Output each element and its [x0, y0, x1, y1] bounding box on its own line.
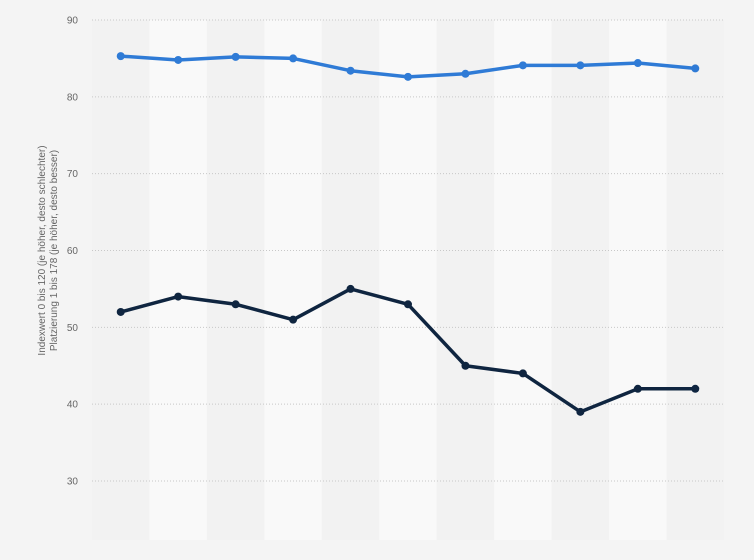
y-tick-label: 40 — [67, 400, 79, 411]
data-point-series-2[interactable] — [576, 407, 585, 416]
background-band — [551, 20, 610, 540]
background-band — [149, 20, 207, 540]
background-band — [609, 20, 667, 540]
data-point-series-1[interactable] — [116, 52, 125, 61]
data-point-series-1[interactable] — [174, 55, 183, 64]
y-axis-label-line-1: Indexwert 0 bis 120 (je höher, desto sch… — [37, 145, 48, 355]
background-band — [494, 20, 552, 540]
y-axis-label: Indexwert 0 bis 120 (je höher, desto sch… — [37, 145, 60, 355]
y-tick-label: 70 — [67, 169, 79, 180]
background-band — [92, 20, 150, 540]
data-point-series-2[interactable] — [404, 300, 412, 309]
y-tick-label: 80 — [67, 92, 79, 103]
data-point-series-2[interactable] — [346, 284, 355, 293]
data-point-series-2[interactable] — [518, 369, 527, 378]
background-band — [666, 20, 724, 540]
y-tick-label: 60 — [67, 246, 79, 257]
data-point-series-1[interactable] — [576, 61, 585, 70]
background-band — [436, 20, 495, 540]
data-point-series-2[interactable] — [461, 361, 470, 370]
y-axis-ticks: 90 80 70 60 50 40 30 — [67, 16, 79, 488]
data-point-series-1[interactable] — [633, 59, 642, 68]
data-point-series-2[interactable] — [691, 384, 700, 393]
background-band — [321, 20, 380, 540]
data-point-series-1[interactable] — [346, 66, 355, 75]
data-point-series-1[interactable] — [518, 61, 527, 70]
y-tick-label: 50 — [67, 323, 79, 334]
data-point-series-1[interactable] — [231, 52, 240, 61]
data-point-series-1[interactable] — [289, 54, 298, 63]
y-axis-label-line-2: Platzierung 1 bis 178 (je höher, desto b… — [49, 150, 60, 351]
y-tick-label: 30 — [67, 477, 79, 488]
data-point-series-1[interactable] — [461, 69, 470, 78]
background-band — [264, 20, 322, 540]
gridlines — [92, 19, 724, 482]
background-bands — [92, 20, 724, 540]
data-point-series-2[interactable] — [633, 384, 642, 393]
data-point-series-1[interactable] — [404, 72, 412, 81]
background-band — [206, 20, 265, 540]
background-band — [379, 20, 437, 540]
data-point-series-2[interactable] — [231, 300, 240, 309]
data-point-series-1[interactable] — [691, 64, 700, 73]
data-point-series-2[interactable] — [289, 315, 298, 324]
data-point-series-2[interactable] — [174, 292, 183, 301]
data-point-series-2[interactable] — [116, 307, 125, 316]
series-points — [116, 52, 700, 416]
y-tick-label: 90 — [67, 16, 79, 27]
